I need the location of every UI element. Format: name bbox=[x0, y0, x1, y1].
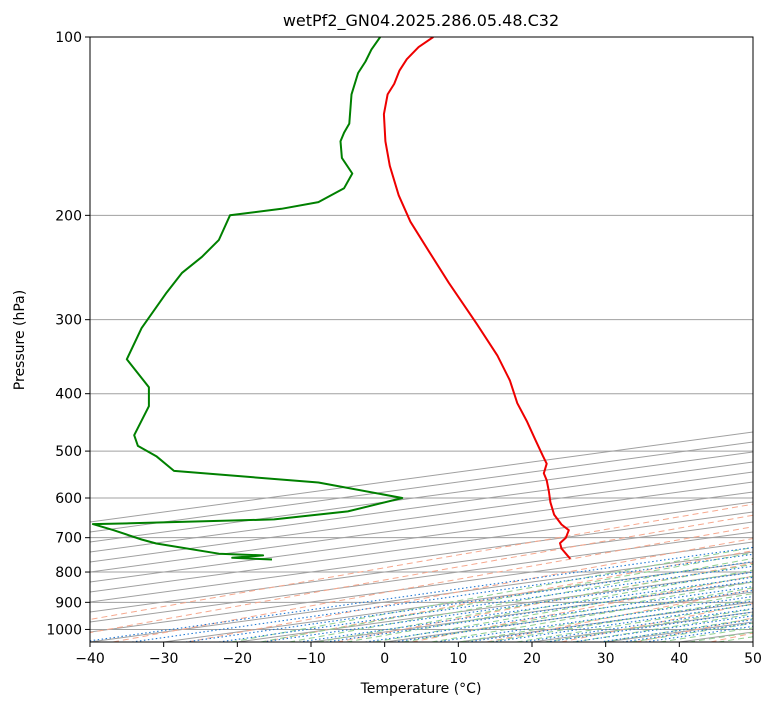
y-axis-ticks: 100 200 300 400 500 600 700 800 900 1000 bbox=[46, 30, 90, 638]
x-tick-label: 50 bbox=[744, 651, 762, 667]
moist-adiabat-line bbox=[231, 546, 753, 642]
x-tick-label: −10 bbox=[296, 651, 326, 667]
y-tick-label: 1000 bbox=[46, 622, 82, 638]
dry-adiabat-line bbox=[411, 575, 753, 642]
y-tick-label: 500 bbox=[55, 444, 82, 460]
x-tick-label: 20 bbox=[523, 651, 541, 667]
x-tick-label: 0 bbox=[380, 651, 389, 667]
plot-area: 0.10.20.40.611.52346810131620253036-10-2… bbox=[90, 37, 753, 642]
x-tick-label: −20 bbox=[223, 651, 253, 667]
moist-adiabat-line bbox=[374, 575, 753, 642]
y-tick-label: 400 bbox=[55, 387, 82, 403]
x-tick-label: 40 bbox=[670, 651, 688, 667]
mixing-ratio-line bbox=[185, 561, 753, 642]
x-axis-label: Temperature (°C) bbox=[360, 681, 482, 697]
temperature-line bbox=[382, 37, 572, 560]
x-tick-label: 10 bbox=[449, 651, 467, 667]
isotherm-line bbox=[90, 491, 753, 583]
y-tick-label: 800 bbox=[55, 565, 82, 581]
profiles bbox=[91, 37, 572, 561]
x-tick-label: −40 bbox=[75, 651, 105, 667]
x-tick-label: 30 bbox=[597, 651, 615, 667]
isotherm-line bbox=[90, 481, 753, 573]
mixing-ratio-line bbox=[436, 595, 753, 642]
isotherm-line bbox=[90, 521, 753, 613]
y-tick-label: 300 bbox=[55, 313, 82, 329]
y-tick-label: 200 bbox=[55, 208, 82, 224]
moist-adiabat-line bbox=[260, 552, 753, 642]
isotherm-line bbox=[90, 461, 753, 553]
mixing-ratio-line bbox=[522, 608, 753, 642]
y-tick-label: 700 bbox=[55, 531, 82, 547]
mixing-ratio-line bbox=[131, 553, 753, 642]
mixing-ratio-lines bbox=[90, 546, 753, 642]
dry-adiabat-line bbox=[90, 503, 753, 620]
grid-lines bbox=[90, 37, 753, 642]
x-tick-label: −30 bbox=[149, 651, 179, 667]
isotherm-line bbox=[90, 451, 753, 543]
dry-adiabat-line bbox=[112, 526, 753, 642]
isotherm-line bbox=[90, 501, 753, 593]
isotherm-line bbox=[90, 531, 753, 623]
isotherm-line bbox=[90, 471, 753, 563]
mixing-ratio-line bbox=[90, 546, 753, 642]
moist-adiabat-line bbox=[317, 563, 753, 642]
moist-adiabat-line bbox=[487, 598, 753, 642]
dewpoint-line bbox=[91, 37, 404, 561]
y-tick-label: 100 bbox=[55, 30, 82, 46]
plot-frame bbox=[89, 36, 754, 643]
y-tick-label: 600 bbox=[55, 491, 82, 507]
x-axis-ticks: −40 −30 −20 −10 0 10 20 30 40 50 bbox=[75, 642, 762, 667]
y-axis-label: Pressure (hPa) bbox=[12, 290, 28, 390]
mixing-ratio-line bbox=[492, 603, 753, 642]
y-tick-label: 900 bbox=[55, 595, 82, 611]
mixing-ratio-line bbox=[467, 600, 753, 642]
dry-adiabat-line bbox=[187, 538, 753, 642]
chart-title: wetPf2_GN04.2025.286.05.48.C32 bbox=[283, 11, 559, 31]
